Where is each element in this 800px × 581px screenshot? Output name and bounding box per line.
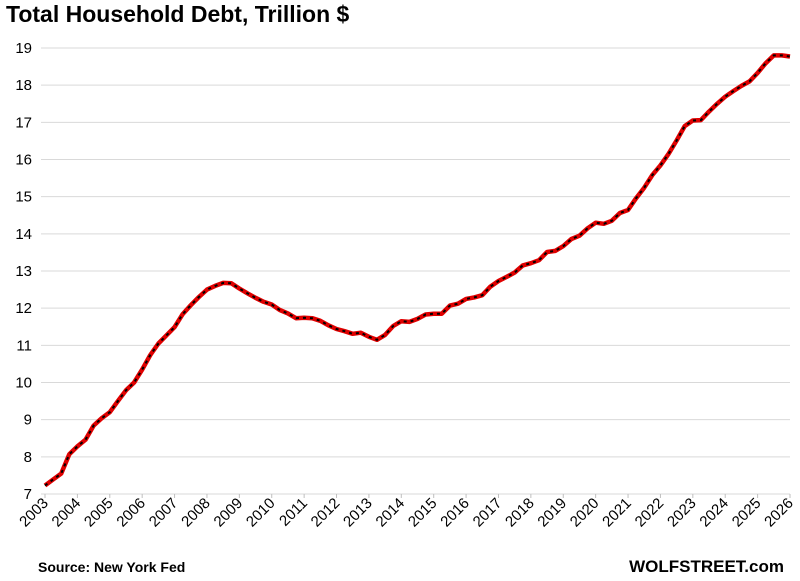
y-tick-label: 18	[15, 77, 32, 94]
x-tick-label: 2003	[16, 495, 52, 531]
x-tick-label: 2022	[632, 495, 668, 531]
y-tick-label: 9	[24, 412, 32, 429]
x-tick-label: 2023	[664, 495, 700, 531]
x-tick-label: 2008	[178, 495, 214, 531]
y-tick-label: 11	[16, 337, 32, 354]
x-tick-label: 2009	[211, 495, 247, 531]
y-tick-label: 13	[15, 263, 32, 280]
x-tick-label: 2026	[761, 495, 797, 531]
data-line	[43, 53, 791, 488]
x-tick-label: 2011	[276, 495, 311, 530]
x-tick-label: 2019	[534, 495, 570, 531]
x-tick-label: 2024	[696, 495, 732, 531]
x-tick-label: 2013	[340, 495, 376, 531]
y-tick-label: 17	[15, 114, 32, 131]
x-tick-label: 2025	[729, 495, 765, 531]
x-tick-label: 2021	[599, 495, 635, 531]
x-tick-label: 2005	[81, 495, 117, 531]
x-tick-label: 2017	[470, 495, 506, 531]
x-tick-label: 2014	[373, 495, 409, 531]
x-tick-label: 2016	[437, 495, 473, 531]
y-tick-label: 14	[15, 226, 32, 243]
x-tick-label: 2015	[405, 495, 441, 531]
x-tick-label: 2012	[308, 495, 344, 531]
y-tick-label: 19	[15, 40, 32, 57]
x-tick-label: 2010	[243, 495, 279, 531]
y-tick-label: 15	[15, 189, 32, 206]
brand: WOLFSTREET.com	[629, 557, 784, 576]
chart-title: Total Household Debt, Trillion $	[6, 1, 350, 27]
y-tick-label: 12	[15, 300, 32, 317]
y-tick-label: 8	[24, 449, 32, 466]
x-tick-label: 2006	[113, 495, 149, 531]
x-tick-label: 2004	[49, 495, 85, 531]
x-tick-label: 2007	[146, 495, 182, 531]
x-tick-label: 2020	[567, 495, 603, 531]
source: Source: New York Fed	[38, 559, 185, 575]
x-tick-label: 2018	[502, 495, 538, 531]
y-tick-label: 10	[15, 375, 32, 392]
y-tick-label: 7	[24, 486, 32, 503]
data-line-dash	[44, 54, 791, 487]
y-tick-label: 16	[15, 152, 32, 169]
